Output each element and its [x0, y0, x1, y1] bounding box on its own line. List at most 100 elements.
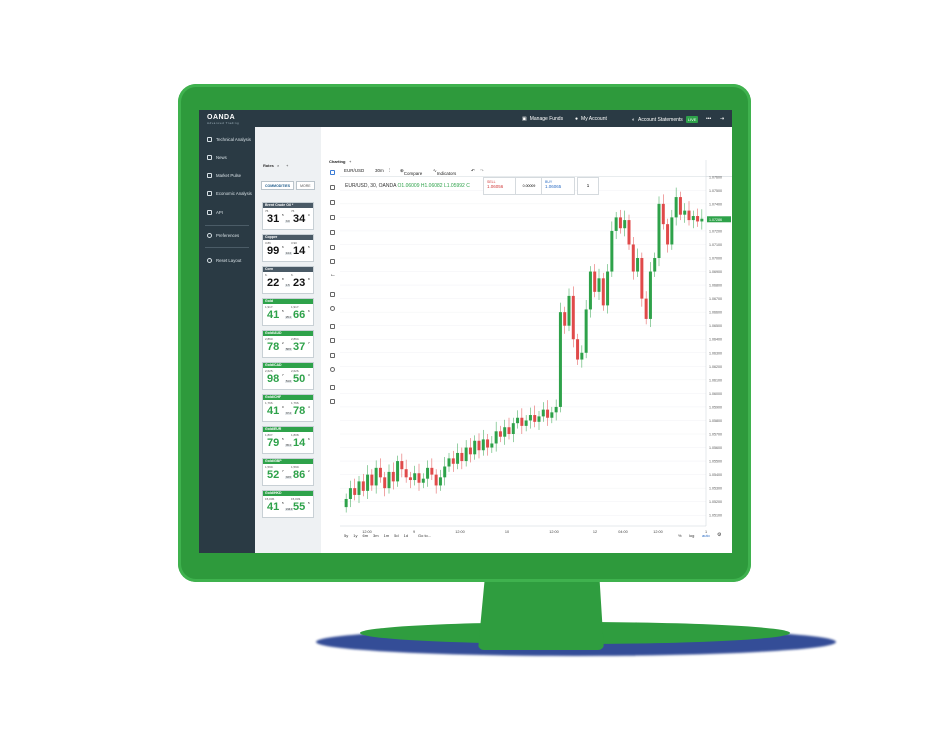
rate-card[interactable]: Copper 3.86 3.90 99 6 14 5 14.4 — [262, 234, 314, 262]
zoom-icon[interactable] — [330, 306, 335, 311]
sidebar-item-reset-layout[interactable]: Reset Layout — [207, 258, 241, 263]
rates-tab-add[interactable]: + — [286, 163, 289, 168]
manage-funds-button[interactable]: ▣ Manage Funds — [522, 116, 563, 122]
auto-toggle[interactable]: auto — [702, 533, 710, 538]
sidebar-item-news[interactable]: News — [207, 155, 227, 160]
ask-price[interactable]: 34 — [293, 213, 306, 225]
rate-card[interactable]: Gold 1,917. 1,917. 41 5 66 6 25.1 — [262, 298, 314, 326]
ask-price[interactable]: 55 — [293, 501, 306, 513]
redo-icon[interactable]: ↷ — [480, 168, 484, 173]
rate-card[interactable]: Gold/AUD 2,863. 2,864. 78 2 37 7 58.5 — [262, 330, 314, 358]
quantity-stepper[interactable]: 1 — [577, 177, 599, 195]
timeframe-1d[interactable]: 1d — [403, 533, 409, 538]
timeframe-1m[interactable]: 1m — [383, 533, 390, 538]
ask-price[interactable]: 78 — [293, 405, 306, 417]
bid-price[interactable]: 22 — [267, 277, 280, 289]
ask-price[interactable]: 23 — [293, 277, 306, 289]
bid-price[interactable]: 78 — [267, 341, 280, 353]
symbol-selector[interactable]: EUR/USD — [344, 168, 365, 173]
bid-price[interactable]: 99 — [267, 245, 280, 257]
candle-body — [456, 452, 460, 464]
bid-price[interactable]: 41 — [267, 405, 280, 417]
category-more[interactable]: MORE — [296, 181, 315, 190]
bid-price[interactable]: 79 — [267, 437, 280, 449]
percent-toggle[interactable]: % — [678, 533, 682, 538]
ruler-icon[interactable] — [330, 292, 335, 297]
eye-icon[interactable] — [330, 367, 335, 372]
bulb-icon[interactable] — [330, 385, 335, 390]
timeframe-6m[interactable]: 6m — [362, 533, 369, 538]
ask-price[interactable]: 14 — [293, 437, 306, 449]
candle-body — [366, 474, 370, 491]
prediction-icon[interactable] — [330, 259, 335, 264]
bid-price[interactable]: 41 — [267, 501, 280, 513]
candle-body — [631, 244, 635, 272]
more-menu-button[interactable]: ••• — [706, 116, 711, 122]
buy-button[interactable]: BUY 1.06065 — [541, 177, 575, 195]
timeframe-3m[interactable]: 3m — [373, 533, 379, 538]
sidebar-item-technical-analysis[interactable]: Technical Analysis — [207, 137, 251, 142]
pencil-lock-icon[interactable] — [330, 338, 335, 343]
rate-name: Corn — [263, 267, 313, 272]
bid-pip: 5 — [282, 437, 284, 441]
ask-price[interactable]: 86 — [293, 469, 306, 481]
ask-price[interactable]: 14 — [293, 245, 306, 257]
rate-card[interactable]: Brent Crude Oil * 76 76 31 5 34 0 3.0 — [262, 202, 314, 230]
ask-price[interactable]: 50 — [293, 373, 306, 385]
back-arrow-icon[interactable]: ← — [330, 272, 336, 278]
bid-price[interactable]: 52 — [267, 469, 280, 481]
category-commodities[interactable]: COMMODITIES — [261, 181, 295, 190]
ask-price[interactable]: 37 — [293, 341, 306, 353]
text-icon[interactable] — [330, 230, 335, 235]
bid-price[interactable]: 41 — [267, 309, 280, 321]
trash-icon[interactable] — [330, 399, 335, 404]
sidebar-item-market-pulse[interactable]: Market Pulse — [207, 173, 241, 178]
log-toggle[interactable]: log — [689, 533, 695, 538]
rates-tab-close[interactable]: × — [277, 163, 280, 168]
timeframe-5y[interactable]: 5y — [344, 533, 349, 538]
rate-card[interactable]: Gold/EUR 1,807. 1,808. 79 5 14 6 35.1 — [262, 426, 314, 454]
sidebar-item-label: News — [216, 155, 227, 160]
y-tick-label: 1.06500 — [709, 324, 722, 328]
tab-charting[interactable]: Charting — [329, 159, 346, 164]
chart-tab-add[interactable]: + — [349, 159, 352, 164]
rate-card[interactable]: Corn 6. 6. 22 8 23 8 1.5 — [262, 266, 314, 294]
logout-button[interactable]: ⇥ — [720, 116, 724, 122]
goto-button[interactable]: Go to... — [418, 533, 432, 538]
trendline-icon[interactable] — [330, 185, 335, 190]
undo-icon[interactable]: ↶ — [471, 168, 475, 173]
indicators-button[interactable]: ∿ Indicators — [433, 168, 457, 176]
x-tick-label: 9 — [413, 530, 415, 534]
ask-price[interactable]: 66 — [293, 309, 306, 321]
settings-gear-icon[interactable]: ⚙ — [717, 532, 722, 538]
bid-price[interactable]: 98 — [267, 373, 280, 385]
account-statements-button[interactable]: ◐ Account Statements LIVE — [632, 116, 699, 123]
bid-price[interactable]: 31 — [267, 213, 280, 225]
sidebar-item-api[interactable]: API — [207, 210, 223, 215]
sidebar-item-economic-analysis[interactable]: Economic Analysis — [207, 191, 252, 196]
price-chart[interactable]: 1.076001.075001.074001.073001.072001.071… — [340, 156, 732, 538]
compare-button[interactable]: ⊕ Compare — [400, 168, 423, 176]
fib-icon[interactable] — [330, 200, 335, 205]
interval-selector[interactable]: 30m — [375, 168, 384, 173]
x-tick-label: 1 — [705, 530, 707, 534]
rate-card[interactable]: Gold/CHF 1,766. 1,766. 41 0 78 4 37.4 — [262, 394, 314, 422]
rate-card[interactable]: Gold/HKD 15,036. 15,033. 41 5 55 5 214.0 — [262, 490, 314, 518]
tab-rates[interactable]: Rates — [263, 163, 274, 168]
brush-icon[interactable] — [330, 215, 335, 220]
sidebar-item-preferences[interactable]: Preferences — [207, 233, 239, 238]
rate-card[interactable]: Gold/CAD 2,625. 2,626. 98 7 50 3 51.6 — [262, 362, 314, 390]
oanda-logo[interactable]: OANDA Advanced Trading — [207, 114, 239, 125]
timeframe-1y[interactable]: 1y — [353, 533, 358, 538]
lock-icon[interactable] — [330, 353, 335, 358]
rate-card[interactable]: Gold/GBP 1,590. 1,590. 52 7 86 2 33.5 — [262, 458, 314, 486]
candle-style-icon[interactable]: ⫶ — [389, 168, 391, 173]
sell-button[interactable]: SELL 1.06056 — [483, 177, 517, 195]
magnet-icon[interactable] — [330, 324, 335, 329]
logo-text: OANDA — [207, 114, 236, 121]
timeframe-5d[interactable]: 5d — [394, 533, 399, 538]
crosshair-icon[interactable] — [330, 170, 335, 175]
ask-prefix: 1,808. — [291, 433, 300, 437]
pattern-icon[interactable] — [330, 245, 335, 250]
my-account-button[interactable]: ● My Account — [575, 116, 607, 122]
